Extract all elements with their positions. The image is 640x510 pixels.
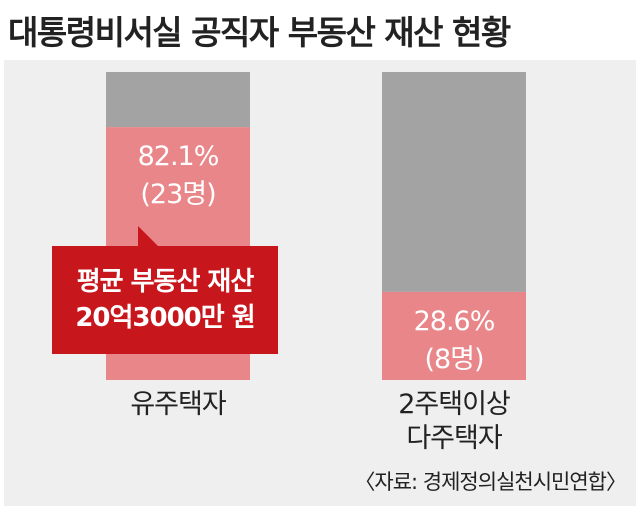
value-label-multi-home: 28.6%: [414, 306, 495, 337]
category-label-line: 2주택이상: [398, 389, 511, 420]
category-label-line: 유주택자: [130, 389, 226, 420]
average-asset-callout: 평균 부동산 재산 20억3000만 원: [52, 246, 278, 354]
callout-line-2: 20억3000만 원: [75, 303, 255, 333]
count-label-multi-home: (8명): [424, 344, 483, 375]
bar-rest-multi-home: [382, 72, 526, 292]
bar-highlight-multi-home: [382, 291, 526, 380]
value-label-homeowner: 82.1%: [138, 141, 219, 172]
callout-line-1: 평균 부동산 재산: [76, 267, 255, 297]
count-label-homeowner: (23명): [140, 179, 215, 210]
category-label-line: 다주택자: [406, 423, 502, 454]
category-label-homeowner: 유주택자: [76, 388, 280, 422]
chart-title: 대통령비서실 공직자 부동산 재산 현황: [8, 13, 511, 52]
chart-panel: 82.1% (23명) 28.6% (8명) 유주택자 2주택이상 다주택자: [4, 60, 636, 506]
source-note: 〈자료: 경제정의실천시민연합〉: [354, 470, 627, 494]
bar-rest-homeowner: [106, 72, 250, 128]
category-label-multi-home: 2주택이상 다주택자: [352, 388, 556, 456]
callout-pointer: [138, 226, 160, 248]
